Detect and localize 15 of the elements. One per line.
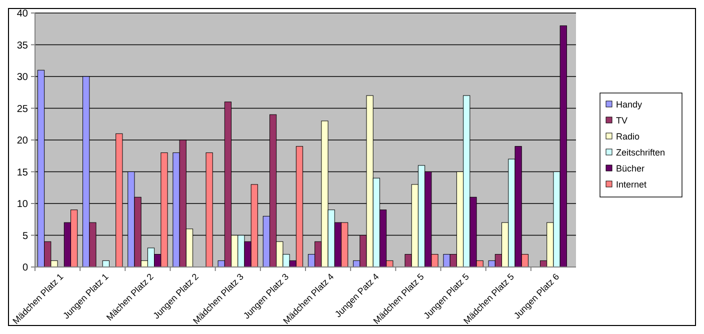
y-tick-label: 0 [22,262,28,274]
legend-label: Bücher [616,164,645,174]
y-tick-label: 15 [16,167,28,178]
legend-label: Internet [616,180,648,190]
legend-label: Zeitschriften [616,148,666,158]
y-tick-label: 10 [16,199,28,210]
legend-label: Handy [616,100,643,110]
y-tick-label: 25 [16,104,28,115]
y-tick-label: 30 [16,72,28,83]
y-tick-label: 20 [16,136,28,146]
legend-label: Radio [616,132,640,142]
y-tick-label: 5 [22,230,28,242]
y-tick-label: 35 [16,40,28,52]
y-tick-label: 40 [16,8,28,20]
legend-label: TV [616,116,628,126]
